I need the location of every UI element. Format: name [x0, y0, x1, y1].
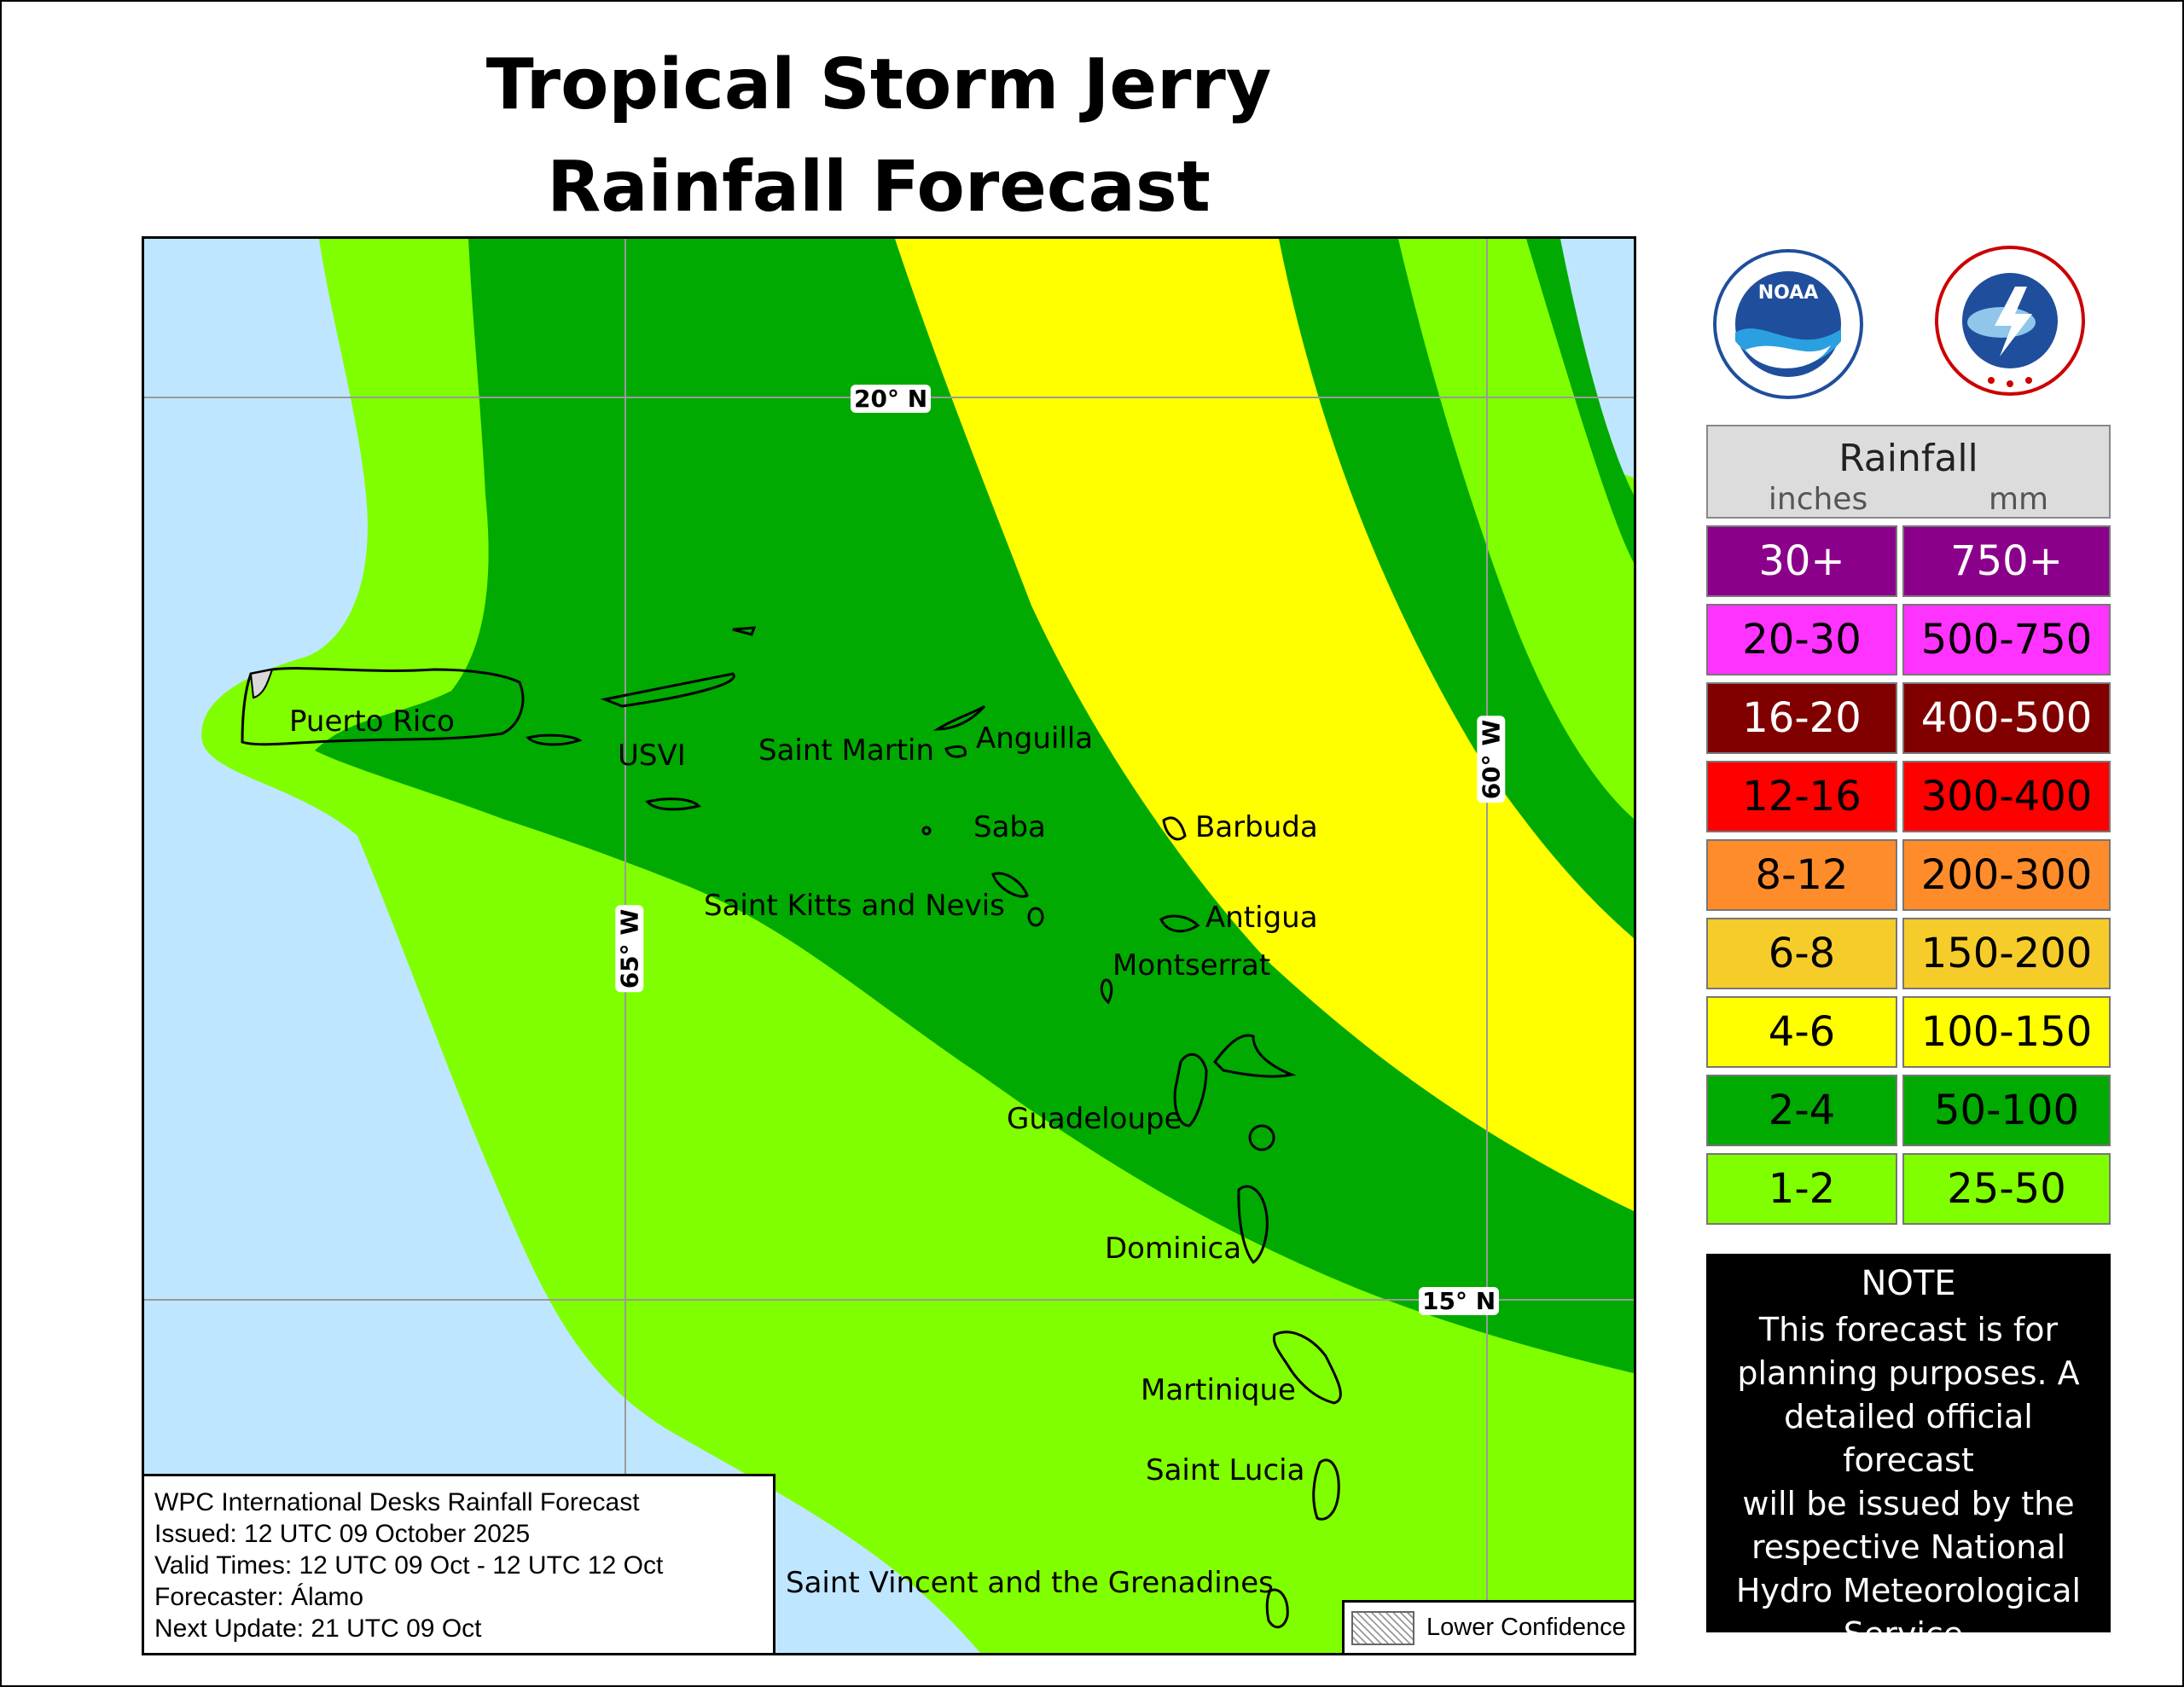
legend-title: Rainfall	[1838, 437, 1978, 480]
saint-kitts-outline	[991, 872, 1044, 927]
grid-label-20n: 20° N	[851, 385, 932, 413]
grid-label-60w: 60° W	[1477, 716, 1506, 803]
saint-vincent-outline	[1265, 1588, 1289, 1629]
antigua-outline	[1159, 914, 1200, 933]
bvi-outline	[600, 672, 735, 708]
label-saint-martin: Saint Martin	[758, 733, 935, 768]
label-anguilla: Anguilla	[976, 722, 1094, 756]
barbuda-outline	[1162, 816, 1187, 841]
info-line-4: Forecaster: Álamo	[154, 1583, 364, 1611]
nws-logo	[1933, 244, 2087, 397]
legend-cell-inches-3: 12-16	[1706, 761, 1897, 832]
rainfall-legend-header: Rainfall inches mm	[1706, 425, 2111, 519]
hatch-swatch-icon	[1351, 1610, 1414, 1645]
forecast-info-box: WPC International Desks Rainfall Forecas…	[144, 1474, 775, 1653]
note-line-4: will be issued by the	[1742, 1485, 2075, 1522]
band-4-6-inches	[895, 239, 1634, 1211]
saba-outline	[921, 826, 932, 836]
band-1-2-inches-east	[1398, 239, 1634, 819]
note-line-3: detailed official forecast	[1784, 1398, 2033, 1479]
title-line-1: Tropical Storm Jerry	[485, 44, 1272, 125]
legend-cell-inches-0: 30+	[1706, 525, 1897, 597]
lower-confidence-label: Lower Confidence	[1426, 1614, 1626, 1641]
grid-label-15n: 15° N	[1419, 1287, 1500, 1315]
label-saint-kitts: Saint Kitts and Nevis	[704, 889, 1005, 923]
legend-unit-mm: mm	[1988, 482, 2049, 517]
puerto-rico-west-land	[249, 668, 274, 699]
label-saba: Saba	[973, 810, 1046, 844]
lower-confidence-key: Lower Confidence	[1342, 1600, 1634, 1653]
saint-martin-outline	[944, 745, 967, 758]
dominica-outline	[1237, 1185, 1269, 1264]
culebra-outline	[526, 733, 583, 746]
legend-cell-mm-6: 100-150	[1902, 996, 2111, 1068]
map-title: Tropical Storm Jerry Rainfall Forecast	[461, 34, 1297, 239]
info-line-5: Next Update: 21 UTC 09 Oct	[154, 1615, 482, 1643]
info-line-1: WPC International Desks Rainfall Forecas…	[154, 1488, 640, 1516]
label-barbuda: Barbuda	[1195, 810, 1318, 844]
anguilla-outline	[932, 704, 986, 731]
info-line-2: Issued: 12 UTC 09 October 2025	[154, 1520, 531, 1548]
legend-cell-mm-7: 50-100	[1902, 1075, 2111, 1146]
forecast-note: NOTE This forecast is for planning purpo…	[1706, 1254, 2111, 1653]
title-line-2: Rainfall Forecast	[547, 147, 1211, 228]
label-martinique: Martinique	[1141, 1373, 1296, 1407]
rainfall-map[interactable]: 20° N 15° N 65° W 60° W Puerto Rico USVI…	[142, 236, 1636, 1655]
martinique-outline	[1272, 1330, 1342, 1405]
noaa-logo: NOAA	[1711, 247, 1865, 401]
note-line-5: respective National	[1751, 1528, 2066, 1566]
legend-cell-inches-5: 6-8	[1706, 918, 1897, 989]
legend-unit-inches: inches	[1768, 482, 1868, 517]
legend-cell-mm-5: 150-200	[1902, 918, 2111, 989]
legend-units: inches mm	[1708, 484, 2109, 515]
anegada-outline	[732, 626, 757, 636]
usvi-outline	[645, 797, 701, 811]
legend-cell-inches-1: 20-30	[1706, 604, 1897, 675]
label-saint-vincent: Saint Vincent and the Grenadines	[786, 1566, 1274, 1600]
legend-cell-inches-8: 1-2	[1706, 1153, 1897, 1225]
legend-cell-inches-2: 16-20	[1706, 682, 1897, 754]
label-puerto-rico: Puerto Rico	[289, 704, 455, 739]
legend-cell-mm-4: 200-300	[1902, 839, 2111, 911]
label-guadeloupe: Guadeloupe	[1007, 1102, 1182, 1136]
note-title: NOTE	[1861, 1264, 1956, 1303]
puerto-rico-outline	[241, 667, 525, 746]
legend-cell-mm-8: 25-50	[1902, 1153, 2111, 1225]
info-line-3: Valid Times: 12 UTC 09 Oct - 12 UTC 12 O…	[154, 1551, 664, 1580]
legend-cell-mm-1: 500-750	[1902, 604, 2111, 675]
noaa-logo-text: NOAA	[1758, 282, 1819, 304]
note-line-1: This forecast is for	[1758, 1311, 2059, 1348]
note-body: This forecast is for planning purposes. …	[1706, 1305, 2111, 1656]
guadeloupe-outline	[1173, 1034, 1297, 1128]
label-antigua: Antigua	[1205, 901, 1318, 935]
marie-galante-outline	[1248, 1124, 1275, 1151]
legend-cell-inches-4: 8-12	[1706, 839, 1897, 911]
montserrat-outline	[1100, 978, 1113, 1005]
legend-cell-inches-6: 4-6	[1706, 996, 1897, 1068]
saint-lucia-outline	[1312, 1458, 1340, 1521]
legend-cell-mm-3: 300-400	[1902, 761, 2111, 832]
legend-cell-mm-0: 750+	[1902, 525, 2111, 597]
legend-cell-inches-7: 2-4	[1706, 1075, 1897, 1146]
map-canvas	[144, 239, 1634, 1653]
grid-label-65w: 65° W	[615, 905, 644, 993]
label-usvi: USVI	[618, 739, 686, 773]
note-line-7: Service.	[1843, 1615, 1974, 1653]
note-line-6: Hydro Meteorological	[1735, 1572, 2082, 1609]
legend-cell-mm-2: 400-500	[1902, 682, 2111, 754]
label-saint-lucia: Saint Lucia	[1146, 1453, 1305, 1487]
label-dominica: Dominica	[1105, 1232, 1242, 1266]
label-montserrat: Montserrat	[1112, 948, 1271, 983]
note-line-2: planning purposes. A	[1737, 1354, 2080, 1392]
